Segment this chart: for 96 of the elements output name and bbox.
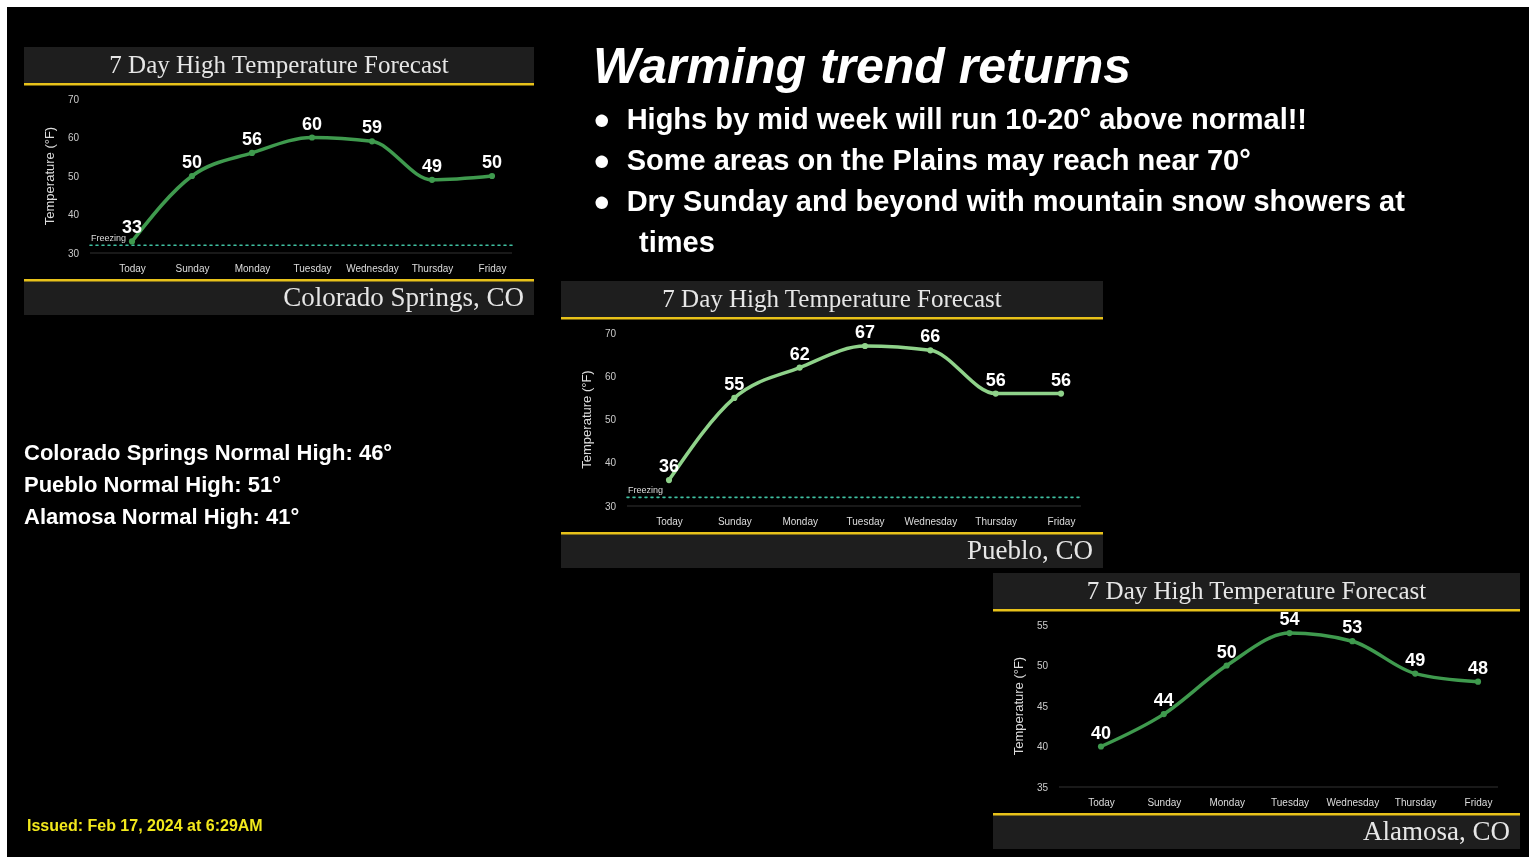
y-tick-label: 30: [67, 247, 80, 259]
point: [248, 149, 256, 156]
text: Pueblo, CO: [966, 535, 1093, 565]
data-label: 36: [658, 456, 680, 477]
text: Warming trend returns: [593, 37, 1133, 95]
y-tick-label: 55: [1036, 619, 1049, 631]
y-tick-label: 50: [1036, 660, 1049, 672]
x-tick-label: Tuesday: [846, 516, 885, 528]
ref-line-label: Freezing: [628, 485, 664, 496]
y-axis-title: Temperature (°F): [579, 370, 594, 469]
y-tick-label: 40: [67, 209, 80, 221]
text: ● Highs by mid week will run 10-20° above normal!!: [593, 102, 1308, 137]
x-tick-label: Today: [656, 516, 683, 528]
x-tick-label: Wednesday: [904, 516, 958, 528]
chart-title: 7 Day High Temperature Forecast: [662, 285, 1002, 312]
data-label: 62: [789, 343, 810, 364]
y-tick-label: 45: [1036, 700, 1049, 712]
data-label: 55: [724, 373, 745, 394]
text: ● Dry Sunday and beyond with mountain snow showers at times: [593, 184, 1406, 260]
ref-line-label: Freezing: [91, 233, 127, 244]
x-tick-label: Thursday: [411, 263, 454, 275]
point: [1223, 662, 1230, 669]
x-tick-label: Wednesday: [1326, 797, 1380, 809]
y-tick-label: 70: [604, 327, 617, 339]
x-tick-label: Thursday: [1394, 797, 1437, 809]
y-tick-label: 40: [604, 457, 617, 469]
chart-title: 7 Day High Temperature Forecast: [109, 51, 449, 78]
x-tick-label: Monday: [234, 263, 271, 275]
y-tick-label: 70: [67, 93, 80, 105]
point: [488, 172, 496, 180]
point: [992, 390, 999, 397]
data-label: 44: [1153, 690, 1174, 711]
data-label: 60: [301, 113, 323, 134]
y-tick-label: 30: [604, 500, 617, 512]
data-label: 56: [241, 128, 263, 149]
x-tick-label: Today: [119, 263, 146, 275]
x-tick-label: Sunday: [717, 516, 752, 528]
point: [1286, 630, 1293, 637]
data-label: 49: [421, 155, 443, 176]
y-tick-label: 50: [604, 414, 617, 426]
y-axis-title: Temperature (°F): [1011, 656, 1026, 756]
x-tick-label: Monday: [1209, 797, 1245, 809]
data-label: 48: [1467, 657, 1489, 678]
data-label: 49: [1405, 649, 1426, 670]
data-label: 50: [181, 152, 203, 172]
text: Pueblo Normal High: 51°: [24, 471, 282, 499]
x-tick-label: Friday: [478, 263, 507, 275]
x-tick-label: Wednesday: [346, 263, 399, 275]
point: [128, 238, 136, 245]
point: [188, 172, 196, 180]
y-tick-label: 50: [67, 170, 80, 182]
x-tick-label: Tuesday: [1271, 797, 1309, 809]
x-tick-label: Today: [1088, 797, 1115, 809]
point: [665, 476, 673, 484]
y-tick-label: 60: [604, 370, 617, 382]
chart-title: 7 Day High Temperature Forecast: [1086, 577, 1427, 604]
point: [731, 394, 738, 401]
x-tick-label: Friday: [1047, 516, 1076, 528]
point: [1160, 711, 1167, 718]
text: Colorado Springs, CO: [283, 282, 524, 312]
point: [1057, 390, 1065, 397]
point: [861, 342, 869, 350]
point: [1412, 670, 1419, 677]
point: [428, 176, 436, 183]
data-label: 50: [481, 152, 503, 172]
data-label: 66: [920, 326, 941, 347]
text: Issued: Feb 17, 2024 at 6:29AM: [27, 817, 264, 835]
point: [927, 347, 934, 354]
point: [796, 364, 803, 371]
text: Colorado Springs Normal High: 46°: [24, 439, 394, 467]
data-label: 53: [1342, 617, 1363, 638]
x-tick-label: Friday: [1464, 797, 1493, 809]
y-axis-title: Temperature (°F): [42, 126, 57, 226]
data-label: 67: [854, 321, 876, 342]
data-label: 56: [1050, 369, 1072, 390]
x-tick-label: Thursday: [975, 516, 1018, 528]
point: [308, 134, 316, 141]
point: [368, 138, 376, 145]
text: Alamosa, CO: [1363, 816, 1510, 846]
data-label: 50: [1216, 641, 1237, 662]
x-tick-label: Monday: [782, 516, 818, 528]
text: ● Some areas on the Plains may reach near 70°: [593, 143, 1252, 178]
x-tick-label: Tuesday: [293, 263, 332, 275]
point: [1097, 743, 1105, 750]
data-label: 54: [1279, 609, 1300, 630]
x-tick-label: Sunday: [1147, 797, 1182, 809]
data-label: 56: [985, 369, 1006, 390]
text: Alamosa Normal High: 41°: [24, 503, 301, 531]
point: [1349, 638, 1356, 645]
data-label: 59: [361, 117, 383, 138]
data-label: 40: [1090, 722, 1112, 743]
x-tick-label: Sunday: [175, 263, 210, 275]
y-tick-label: 40: [1036, 741, 1049, 753]
y-tick-label: 60: [67, 132, 80, 144]
y-tick-label: 35: [1036, 781, 1049, 793]
point: [1474, 678, 1482, 685]
